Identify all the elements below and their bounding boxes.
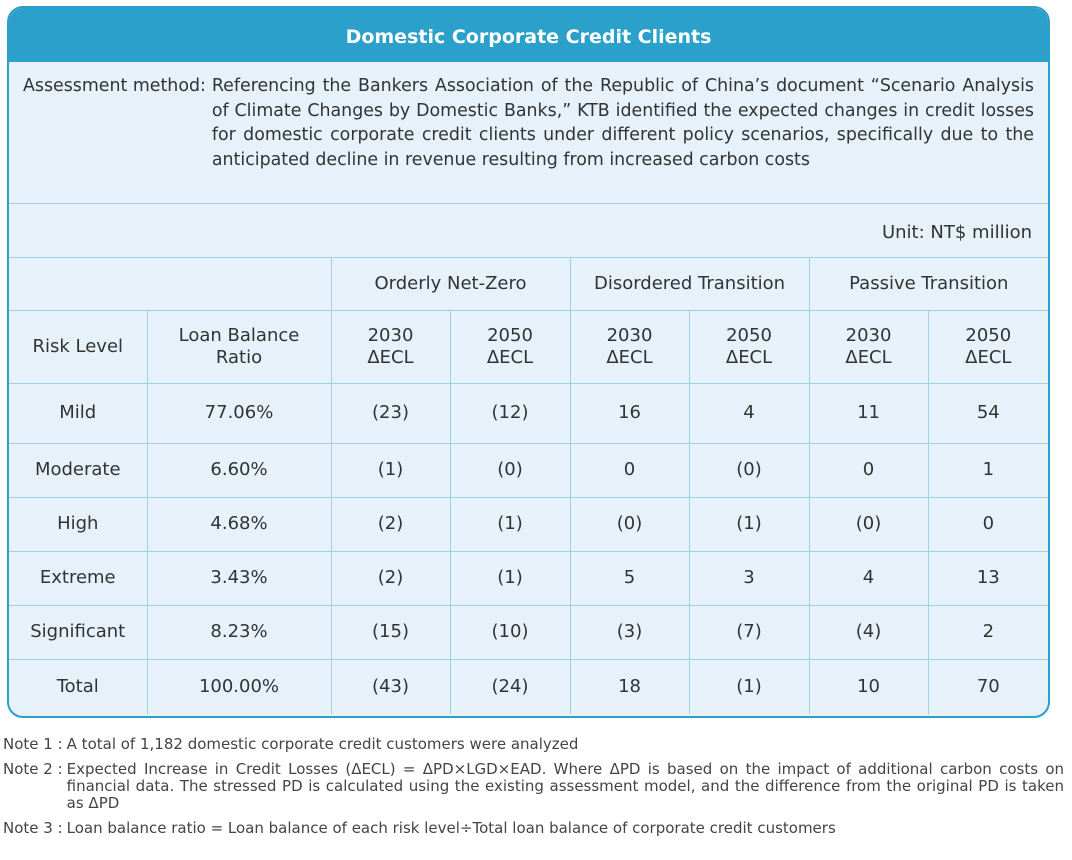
value-cell: 0 — [569, 442, 690, 498]
ecl-subheader: 2050 ΔECL — [927, 309, 1048, 384]
value-cell: (2) — [330, 550, 451, 606]
value-cell: (0) — [688, 442, 810, 498]
table-row: High 4.68% (2) (1) (0) (1) (0) 0 — [9, 496, 1048, 552]
value-cell: 18 — [569, 658, 690, 714]
ratio-cell: 3.43% — [146, 550, 332, 606]
unit-row: Unit: NT$ million — [9, 204, 1048, 258]
value-cell: 0 — [808, 442, 929, 498]
ratio-cell: 8.23% — [146, 604, 332, 660]
unit-label: Unit: NT$ million — [881, 222, 1032, 243]
ratio-cell: 77.06% — [146, 382, 332, 444]
credit-clients-card: Domestic Corporate Credit Clients Assess… — [7, 6, 1050, 718]
scenario-header: Disordered Transition — [569, 258, 810, 311]
value-cell: (1) — [688, 658, 810, 714]
scenario-header: Orderly Net-Zero — [330, 258, 571, 311]
value-cell: (7) — [688, 604, 810, 660]
ratio-cell: 4.68% — [146, 496, 332, 552]
value-cell: (4) — [808, 604, 929, 660]
risk-level-cell: Total — [9, 658, 148, 714]
note-text: Loan balance ratio = Loan balance of eac… — [66, 819, 836, 837]
value-cell: 11 — [808, 382, 929, 444]
value-cell: (1) — [449, 496, 571, 552]
value-cell: 13 — [927, 550, 1048, 606]
assessment-method-label: Assessment method: — [23, 76, 206, 96]
total-row: Total 100.00% (43) (24) 18 (1) 10 70 — [9, 658, 1048, 714]
value-cell: 4 — [808, 550, 929, 606]
risk-level-cell: Extreme — [9, 550, 148, 606]
value-cell: 54 — [927, 382, 1048, 444]
assessment-method: Assessment method: Referencing the Banke… — [9, 62, 1048, 204]
ecl-subheader: 2030 ΔECL — [569, 309, 690, 384]
risk-level-cell: Moderate — [9, 442, 148, 498]
risk-level-cell: Significant — [9, 604, 148, 660]
value-cell: (10) — [449, 604, 571, 660]
value-cell: (2) — [330, 496, 451, 552]
note-label: Note 1 : — [3, 735, 63, 753]
loan-balance-ratio-header: Loan Balance Ratio — [146, 309, 332, 384]
table-row: Mild 77.06% (23) (12) 16 4 11 54 — [9, 382, 1048, 444]
ecl-subheader: 2050 ΔECL — [449, 309, 571, 384]
value-cell: (23) — [330, 382, 451, 444]
note-item: Note 2 : Expected Increase in Credit Los… — [3, 761, 1064, 812]
value-cell: (1) — [688, 496, 810, 552]
ecl-table: Orderly Net-Zero Disordered Transition P… — [9, 258, 1048, 714]
value-cell: (0) — [449, 442, 571, 498]
note-text: A total of 1,182 domestic corporate cred… — [66, 735, 579, 753]
value-cell: 10 — [808, 658, 929, 714]
value-cell: 0 — [927, 496, 1048, 552]
value-cell: 16 — [569, 382, 690, 444]
value-cell: (1) — [330, 442, 451, 498]
risk-level-header: Risk Level — [9, 309, 148, 384]
note-label: Note 2 : — [3, 760, 63, 778]
value-cell: 1 — [927, 442, 1048, 498]
value-cell: (43) — [330, 658, 451, 714]
table-row: Extreme 3.43% (2) (1) 5 3 4 13 — [9, 550, 1048, 606]
value-cell: (15) — [330, 604, 451, 660]
notes-section: Note 1 : A total of 1,182 domestic corpo… — [3, 736, 1064, 845]
ecl-subheader: 2030 ΔECL — [808, 309, 929, 384]
note-label: Note 3 : — [3, 819, 63, 837]
value-cell: 3 — [688, 550, 810, 606]
scenario-header: Passive Transition — [808, 258, 1048, 311]
card-title: Domestic Corporate Credit Clients — [9, 8, 1048, 62]
ratio-cell: 100.00% — [146, 658, 332, 714]
assessment-method-text: Referencing the Bankers Association of t… — [211, 76, 1034, 170]
value-cell: 4 — [688, 382, 810, 444]
table-row: Significant 8.23% (15) (10) (3) (7) (4) … — [9, 604, 1048, 660]
value-cell: (24) — [449, 658, 571, 714]
value-cell: (0) — [569, 496, 690, 552]
note-item: Note 1 : A total of 1,182 domestic corpo… — [3, 736, 1064, 753]
scenario-header-row: Orderly Net-Zero Disordered Transition P… — [9, 258, 1048, 311]
note-item: Note 3 : Loan balance ratio = Loan balan… — [3, 820, 1064, 837]
risk-level-cell: High — [9, 496, 148, 552]
value-cell: (1) — [449, 550, 571, 606]
column-header-row: Risk Level Loan Balance Ratio 2030 ΔECL … — [9, 309, 1048, 384]
ecl-subheader: 2030 ΔECL — [330, 309, 451, 384]
ecl-subheader: 2050 ΔECL — [688, 309, 810, 384]
risk-level-cell: Mild — [9, 382, 148, 444]
value-cell: (0) — [808, 496, 929, 552]
ratio-cell: 6.60% — [146, 442, 332, 498]
value-cell: (3) — [569, 604, 690, 660]
value-cell: 70 — [927, 658, 1048, 714]
empty-header-cell — [9, 258, 332, 311]
value-cell: 5 — [569, 550, 690, 606]
table-row: Moderate 6.60% (1) (0) 0 (0) 0 1 — [9, 442, 1048, 498]
value-cell: (12) — [449, 382, 571, 444]
note-text: Expected Increase in Credit Losses (ΔECL… — [66, 760, 1064, 812]
value-cell: 2 — [927, 604, 1048, 660]
